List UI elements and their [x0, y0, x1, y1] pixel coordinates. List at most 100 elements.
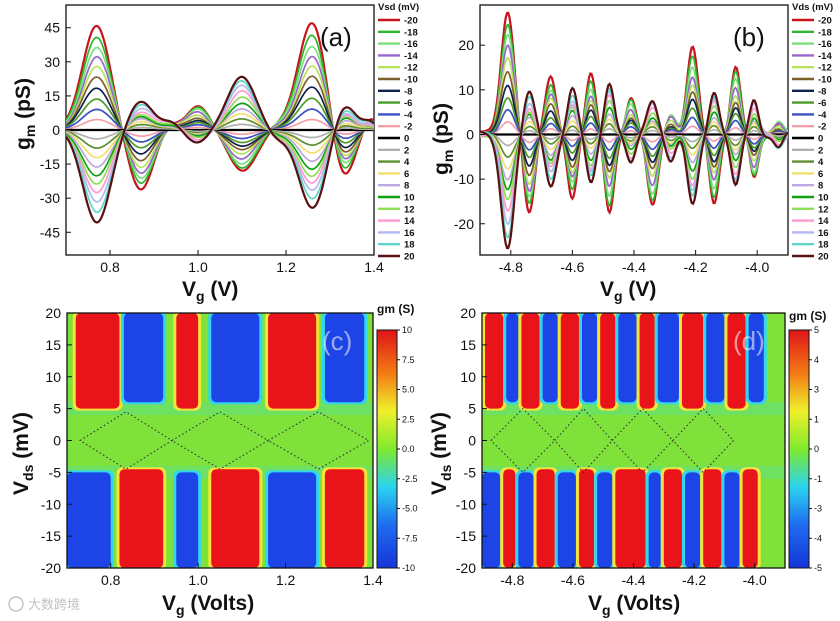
legend-label--8: -8 — [818, 86, 826, 97]
series-line--16 — [480, 33, 788, 198]
series-line-6 — [66, 112, 374, 159]
heatmap-negative-band — [67, 472, 111, 568]
panel-b-ylabel: gm (pS) — [430, 103, 456, 175]
coulomb-diamond-outline — [170, 411, 270, 470]
x-tick-label: 1.0 — [188, 572, 208, 588]
x-tick-label: -4.8 — [499, 259, 523, 275]
coulomb-diamond-outline — [672, 407, 735, 474]
x-tick-label: 0.8 — [101, 572, 121, 588]
heatmap-negative-band — [724, 472, 740, 568]
legend-label-20: 20 — [818, 252, 829, 263]
y-tick-label: -15 — [41, 528, 61, 544]
y-tick-label: 0 — [52, 122, 60, 138]
x-tick-label: -4.0 — [745, 259, 769, 275]
panel-a-tag: (a) — [320, 22, 352, 52]
legend-label-6: 6 — [404, 169, 409, 180]
colorbar-tick-label: -4 — [814, 533, 822, 543]
heatmap-negative-band — [748, 313, 764, 403]
series-line-12 — [480, 99, 788, 201]
heatmap-negative-band — [657, 313, 679, 403]
heatmap-negative-band — [618, 313, 637, 403]
legend-label--4: -4 — [404, 110, 413, 121]
panel-a-legend: Vsd (mV) -20-18-16-14-12-10-8-6-4-202468… — [378, 2, 419, 263]
legend-label-14: 14 — [404, 216, 415, 227]
heatmap-positive-band — [703, 469, 722, 568]
colorbar-tick-label: -10 — [402, 563, 415, 573]
x-tick-label: -4.6 — [560, 259, 584, 275]
heatmap-transition-band — [482, 402, 785, 415]
x-tick-label: -4.8 — [500, 572, 524, 588]
y-tick-label: 15 — [45, 337, 61, 353]
heatmap-negative-band — [581, 313, 598, 403]
heatmap-negative-band — [324, 313, 365, 403]
series-line-2 — [480, 128, 788, 147]
legend-label--2: -2 — [818, 122, 826, 133]
legend-label--8: -8 — [404, 86, 412, 97]
colorbar-tick-label: -3 — [814, 504, 822, 514]
heatmap-negative-band — [506, 313, 519, 403]
y-tick-label: 0 — [466, 126, 474, 142]
panel-d-map — [482, 313, 785, 568]
coulomb-diamond-outline — [553, 407, 614, 474]
series-line--14 — [480, 44, 788, 192]
colorbar-gradient — [376, 329, 398, 569]
heatmap-positive-band — [663, 469, 682, 568]
heatmap-positive-band — [324, 469, 365, 568]
x-tick-label: -4.2 — [682, 572, 706, 588]
y-tick-label: 30 — [44, 54, 60, 70]
y-tick-label: 0 — [53, 433, 61, 449]
x-tick-label: 1.0 — [188, 259, 208, 275]
heatmap-positive-band — [211, 469, 260, 568]
colorbar-tick-label: 3 — [814, 385, 819, 395]
x-tick-label: 0.8 — [100, 259, 120, 275]
legend-label--12: -12 — [818, 63, 832, 74]
heatmap-positive-band — [560, 313, 579, 409]
heatmap-negative-band — [211, 313, 260, 403]
heatmap-positive-band — [727, 313, 746, 409]
series-line-4 — [480, 123, 788, 158]
legend-label-20: 20 — [404, 252, 415, 263]
watermark-logo-icon — [8, 596, 24, 612]
heatmap-negative-band — [557, 472, 576, 568]
legend-label-10: 10 — [404, 193, 415, 204]
series-line--6 — [480, 97, 788, 160]
heatmap-positive-band — [485, 313, 504, 409]
x-tick-label: -4.0 — [743, 572, 767, 588]
panel-c-ylabel: Vds (mV) — [10, 412, 36, 495]
x-tick-label: 1.2 — [276, 259, 296, 275]
y-tick-label: 15 — [44, 88, 60, 104]
series-line-8 — [480, 113, 788, 181]
x-tick-label: -4.2 — [684, 259, 708, 275]
y-tick-label: 15 — [460, 337, 476, 353]
series-line-12 — [66, 96, 374, 185]
y-tick-label: 20 — [45, 305, 61, 321]
y-tick-label: 10 — [460, 369, 476, 385]
heatmap-negative-band — [176, 472, 199, 568]
y-tick-label: -45 — [40, 224, 60, 240]
y-tick-label: 0 — [468, 433, 476, 449]
panel-d-tag: (d) — [733, 326, 765, 356]
legend-label-16: 16 — [818, 228, 829, 239]
heatmap-negative-band — [648, 472, 661, 568]
heatmap-negative-band — [685, 472, 701, 568]
y-tick-label: 10 — [45, 369, 61, 385]
panel-a-xlabel: Vg (V) — [182, 278, 238, 304]
legend-label-8: 8 — [818, 181, 823, 192]
panel-c-tag: (c) — [322, 326, 352, 356]
legend-label-10: 10 — [818, 193, 829, 204]
legend-label-0: 0 — [818, 134, 823, 145]
y-tick-label: -15 — [40, 156, 60, 172]
panel-a-series-group — [66, 22, 374, 224]
legend-label-14: 14 — [818, 216, 829, 227]
watermark: 大数跨境 — [8, 596, 80, 612]
colorbar-tick-label: -7.5 — [402, 533, 418, 543]
legend-label-4: 4 — [818, 157, 824, 168]
x-tick-label: 1.4 — [363, 572, 383, 588]
heatmap-positive-band — [536, 469, 555, 568]
panel-c-colorbar-title: gm (S) — [377, 302, 414, 316]
series-line--2 — [480, 120, 788, 144]
legend-label--10: -10 — [404, 75, 418, 86]
coulomb-diamond-outline — [266, 411, 370, 470]
x-tick-label: 1.2 — [276, 572, 296, 588]
